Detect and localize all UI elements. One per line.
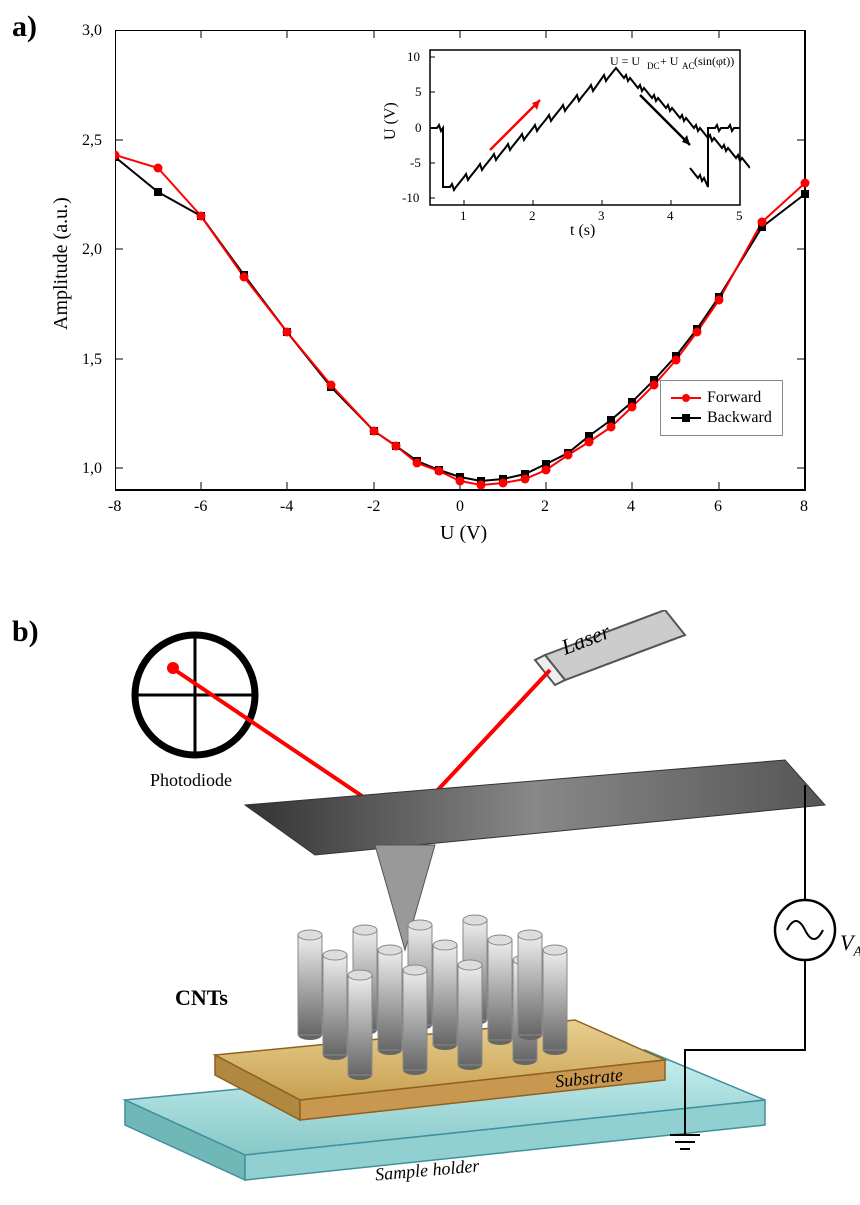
xtick: 6 (714, 498, 722, 516)
ytick: 2,0 (82, 241, 102, 259)
legend: Forward Backward (660, 380, 783, 436)
svg-text:-10: -10 (402, 190, 419, 205)
legend-label: Backward (707, 409, 772, 427)
inset-chart-svg: U = U DC + U AC (sin(φt)) t (s) U (V) 1 … (380, 40, 750, 240)
photodiode-icon (135, 635, 255, 755)
legend-item-forward: Forward (671, 389, 772, 407)
svg-text:U = U: U = U (610, 54, 640, 68)
svg-text:2: 2 (529, 208, 536, 223)
ytick: 1,0 (82, 460, 102, 478)
svg-text:1: 1 (460, 208, 467, 223)
photodiode-label: Photodiode (150, 770, 232, 791)
svg-text:-5: -5 (410, 155, 421, 170)
y-axis-label: Amplitude (a.u.) (50, 197, 73, 330)
svg-text:(sin(φt)): (sin(φt)) (694, 54, 734, 68)
xtick: -2 (367, 498, 380, 516)
svg-text:DC: DC (647, 61, 660, 71)
panel-b-label: b) (12, 615, 39, 649)
ytick: 3,0 (82, 22, 102, 40)
svg-text:10: 10 (407, 49, 420, 64)
svg-text:U (V): U (V) (382, 102, 399, 140)
legend-item-backward: Backward (671, 409, 772, 427)
ytick: 2,5 (82, 132, 102, 150)
svg-text:5: 5 (736, 208, 743, 223)
xtick: 2 (541, 498, 549, 516)
legend-label: Forward (707, 389, 761, 407)
xtick: 0 (456, 498, 464, 516)
panel-a-label: a) (12, 10, 37, 44)
vac-label: VAC (840, 930, 860, 960)
xtick: 8 (800, 498, 808, 516)
svg-text:5: 5 (415, 84, 422, 99)
svg-text:+ U: + U (660, 54, 679, 68)
inset-chart: U = U DC + U AC (sin(φt)) t (s) U (V) 1 … (380, 40, 750, 240)
svg-text:4: 4 (667, 208, 674, 223)
svg-text:t (s): t (s) (570, 222, 595, 239)
x-axis-label: U (V) (440, 522, 487, 545)
afm-diagram: Laser (65, 610, 855, 1200)
svg-text:AC: AC (682, 61, 695, 71)
xtick: 4 (627, 498, 635, 516)
cnts-label: CNTs (175, 985, 228, 1011)
ytick: 1,5 (82, 351, 102, 369)
svg-text:0: 0 (415, 120, 422, 135)
diagram-svg: Laser (65, 610, 855, 1200)
xtick: -4 (280, 498, 293, 516)
xtick: -6 (194, 498, 207, 516)
xtick: -8 (108, 498, 121, 516)
laser-icon (535, 610, 685, 685)
svg-text:3: 3 (598, 208, 605, 223)
